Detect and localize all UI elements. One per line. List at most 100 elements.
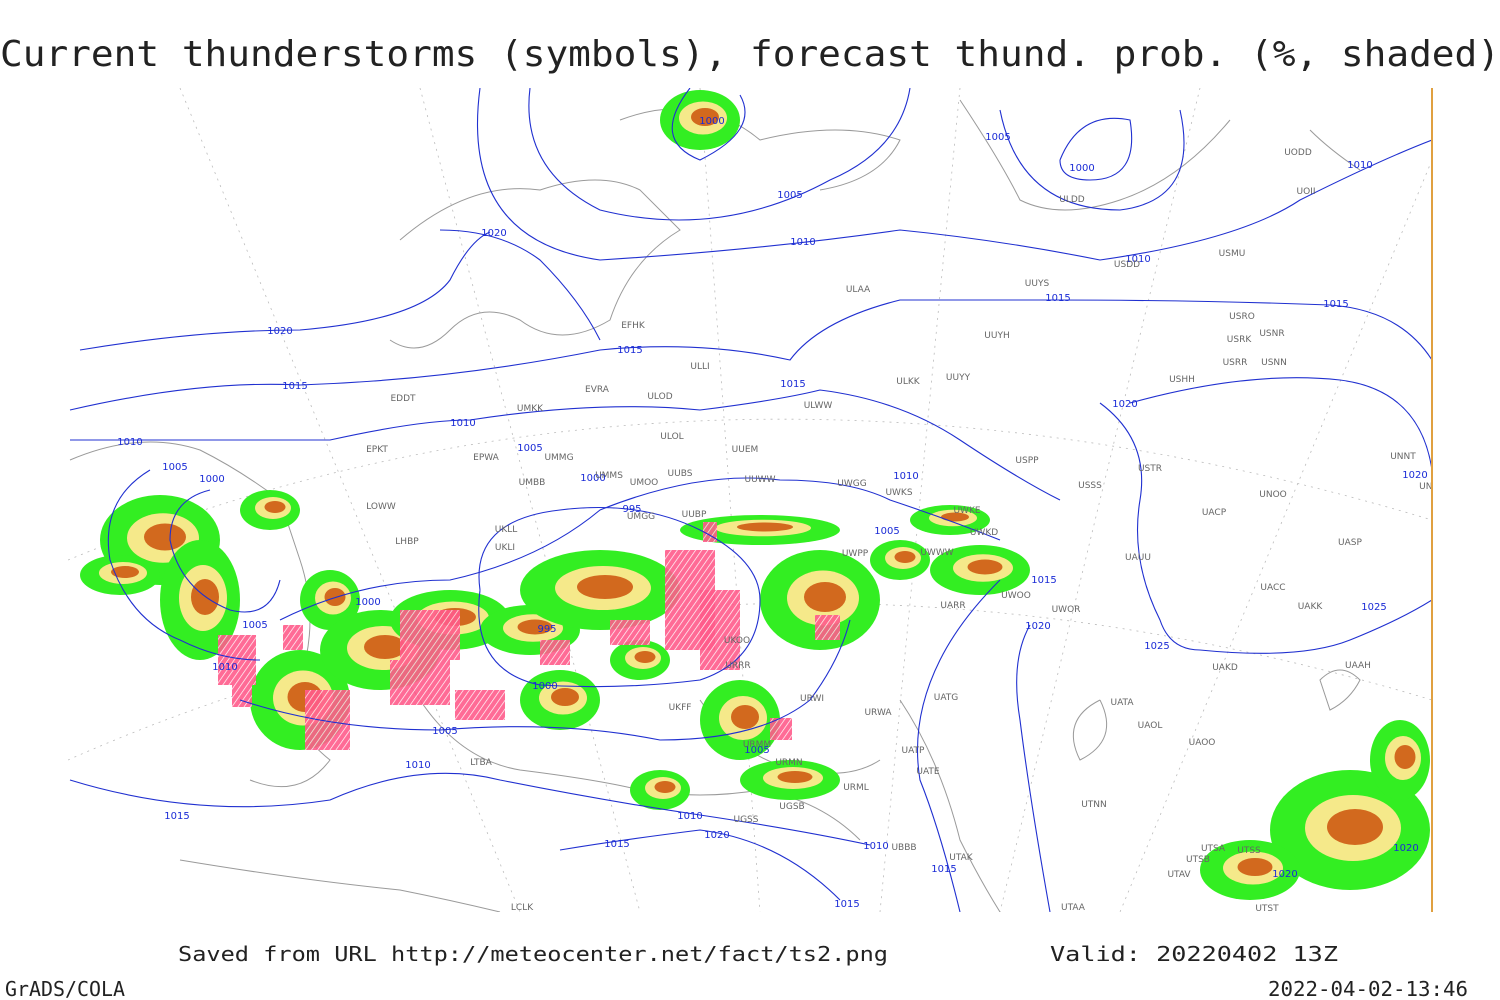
isobar-label: 1005 xyxy=(744,745,769,756)
station-label: UATG xyxy=(934,693,959,703)
station-label: EFHK xyxy=(621,321,646,331)
isobar-label: 1015 xyxy=(282,381,307,392)
isobar-label: 1010 xyxy=(212,662,237,673)
isobar-label: 1005 xyxy=(517,443,542,454)
isobar-label: 1015 xyxy=(834,899,859,910)
station-label: LHBP xyxy=(395,537,419,547)
isobar-label: 1015 xyxy=(931,864,956,875)
isobar-label: 1020 xyxy=(704,830,729,841)
station-label: USSS xyxy=(1078,481,1102,491)
isobar-label: 995 xyxy=(622,504,641,515)
isobar-label: 1010 xyxy=(405,760,430,771)
storm-symbol xyxy=(400,610,460,660)
station-label: UNOO xyxy=(1259,490,1287,500)
station-label: UAOL xyxy=(1138,721,1163,731)
station-label: UWPP xyxy=(842,549,869,559)
station-label: UNBB xyxy=(1419,482,1445,492)
station-label: UWKD xyxy=(970,528,998,538)
station-label: UKFF xyxy=(669,703,692,713)
station-label: UUBP xyxy=(682,510,707,520)
prob-high xyxy=(777,771,813,783)
station-label: USNR xyxy=(1259,329,1284,339)
isobar-label: 1020 xyxy=(481,228,506,239)
station-label: UASP xyxy=(1338,538,1362,548)
isobar-label: 1010 xyxy=(1125,254,1150,265)
isobar-label: 1010 xyxy=(863,841,888,852)
isobar-label: 1015 xyxy=(1031,575,1056,586)
isobars xyxy=(69,88,1432,912)
station-label: ULOD xyxy=(647,392,672,402)
prob-high xyxy=(144,523,186,551)
storm-symbol xyxy=(703,522,717,542)
station-label: USTR xyxy=(1138,464,1162,474)
station-label: ULLI xyxy=(690,362,709,372)
isobar-label: 1020 xyxy=(1272,869,1297,880)
source-url: Saved from URL http://meteocenter.net/fa… xyxy=(178,942,888,966)
station-label: UKOO xyxy=(724,636,750,646)
station-label: URWA xyxy=(864,708,892,718)
storm-symbol xyxy=(390,660,450,705)
station-label: UARR xyxy=(940,601,965,611)
station-label: UBBB xyxy=(891,843,916,853)
prob-high xyxy=(634,651,656,663)
station-label: UTST xyxy=(1255,904,1279,914)
station-label: USRK xyxy=(1227,335,1253,345)
isobar-label: 1020 xyxy=(1112,399,1137,410)
station-label: URRR xyxy=(725,661,750,671)
isobar-label: 1015 xyxy=(604,839,629,850)
isobar-label: 1020 xyxy=(267,326,292,337)
credit: GrADS/COLA xyxy=(5,977,125,1000)
storm-symbol xyxy=(700,590,740,670)
prob-high xyxy=(691,108,719,126)
station-label: URMN xyxy=(775,758,802,768)
prob-high xyxy=(1237,858,1273,876)
isobar-label: 1020 xyxy=(1402,470,1427,481)
thunderstorm-symbols xyxy=(218,522,840,750)
isobar-label: 1010 xyxy=(790,237,815,248)
prob-high xyxy=(324,588,346,606)
isobar-label: 1005 xyxy=(874,526,899,537)
thunderstorm-probability xyxy=(80,90,1430,900)
isobar-label: 1015 xyxy=(164,811,189,822)
isobar-label: 1005 xyxy=(777,190,802,201)
station-label: ULOL xyxy=(660,432,683,442)
station-labels: ULDD UOII UODD UUYS USDD USMU ULAA EFHK UUYH USRO… xyxy=(366,148,1445,914)
station-label: USMU xyxy=(1219,249,1246,259)
isobar-label: 1005 xyxy=(432,726,457,737)
station-label: UMBB xyxy=(519,478,546,488)
isobar-label: 1010 xyxy=(677,811,702,822)
storm-symbol xyxy=(305,690,350,750)
isobar-label: 1000 xyxy=(355,597,380,608)
station-label: UMGG xyxy=(627,512,655,522)
isobar-label: 1015 xyxy=(1045,293,1070,304)
isobar-label: 1000 xyxy=(1069,163,1094,174)
station-label: UNNT xyxy=(1390,452,1416,462)
station-label: UACP xyxy=(1202,508,1227,518)
station-label: UGSB xyxy=(779,802,804,812)
station-label: EVRA xyxy=(585,385,610,395)
station-label: ULAA xyxy=(846,285,871,295)
station-label: LTBA xyxy=(470,758,492,768)
station-label: USPP xyxy=(1015,456,1039,466)
station-label: ULKK xyxy=(896,377,921,387)
valid-time: Valid: 20220402 13Z xyxy=(1050,942,1338,966)
storm-symbol xyxy=(540,640,570,665)
station-label: UWKE xyxy=(953,506,980,516)
isobar-label: 1000 xyxy=(199,474,224,485)
isobar-label: 1010 xyxy=(117,437,142,448)
station-label: URWI xyxy=(800,694,824,704)
isobar-label: 1015 xyxy=(617,345,642,356)
storm-symbol xyxy=(610,620,650,645)
isobar-label: 1010 xyxy=(450,418,475,429)
station-label: UAOO xyxy=(1189,738,1216,748)
isobar-label: 1025 xyxy=(1361,602,1386,613)
station-label: EDDT xyxy=(390,394,416,404)
station-label: USHH xyxy=(1169,375,1195,385)
station-label: UTAK xyxy=(949,853,974,863)
storm-symbol xyxy=(455,690,505,720)
station-label: UAKD xyxy=(1212,663,1238,673)
station-label: UACC xyxy=(1260,583,1285,593)
station-label: UMOO xyxy=(630,478,659,488)
